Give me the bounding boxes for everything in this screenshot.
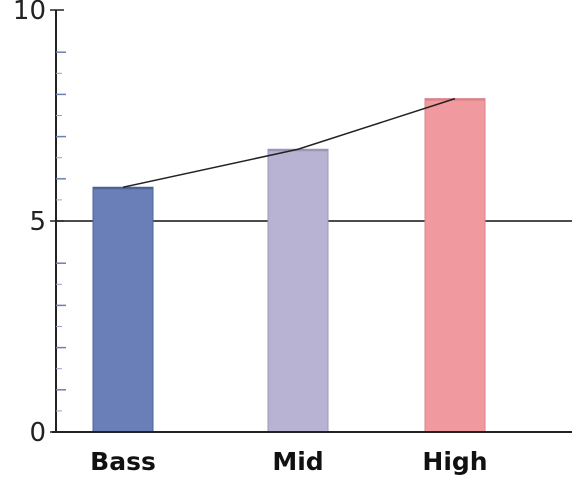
x-tick-label: Bass	[90, 447, 156, 476]
axes-layer	[50, 9, 572, 433]
bar-bass	[92, 186, 154, 433]
bars-layer	[92, 98, 486, 433]
y-tick-label: 10	[13, 0, 46, 26]
x-tick-label: High	[422, 447, 487, 476]
y-tick-label: 0	[29, 418, 46, 448]
labels-layer: 0 5 10 Bass Mid High	[13, 0, 488, 476]
y-tick-label: 5	[29, 207, 46, 237]
bar-mid	[267, 148, 329, 433]
bar-high	[424, 98, 486, 433]
trend-line	[122, 97, 456, 188]
trend-line-layer	[122, 97, 456, 188]
x-tick-label: Mid	[272, 447, 323, 476]
